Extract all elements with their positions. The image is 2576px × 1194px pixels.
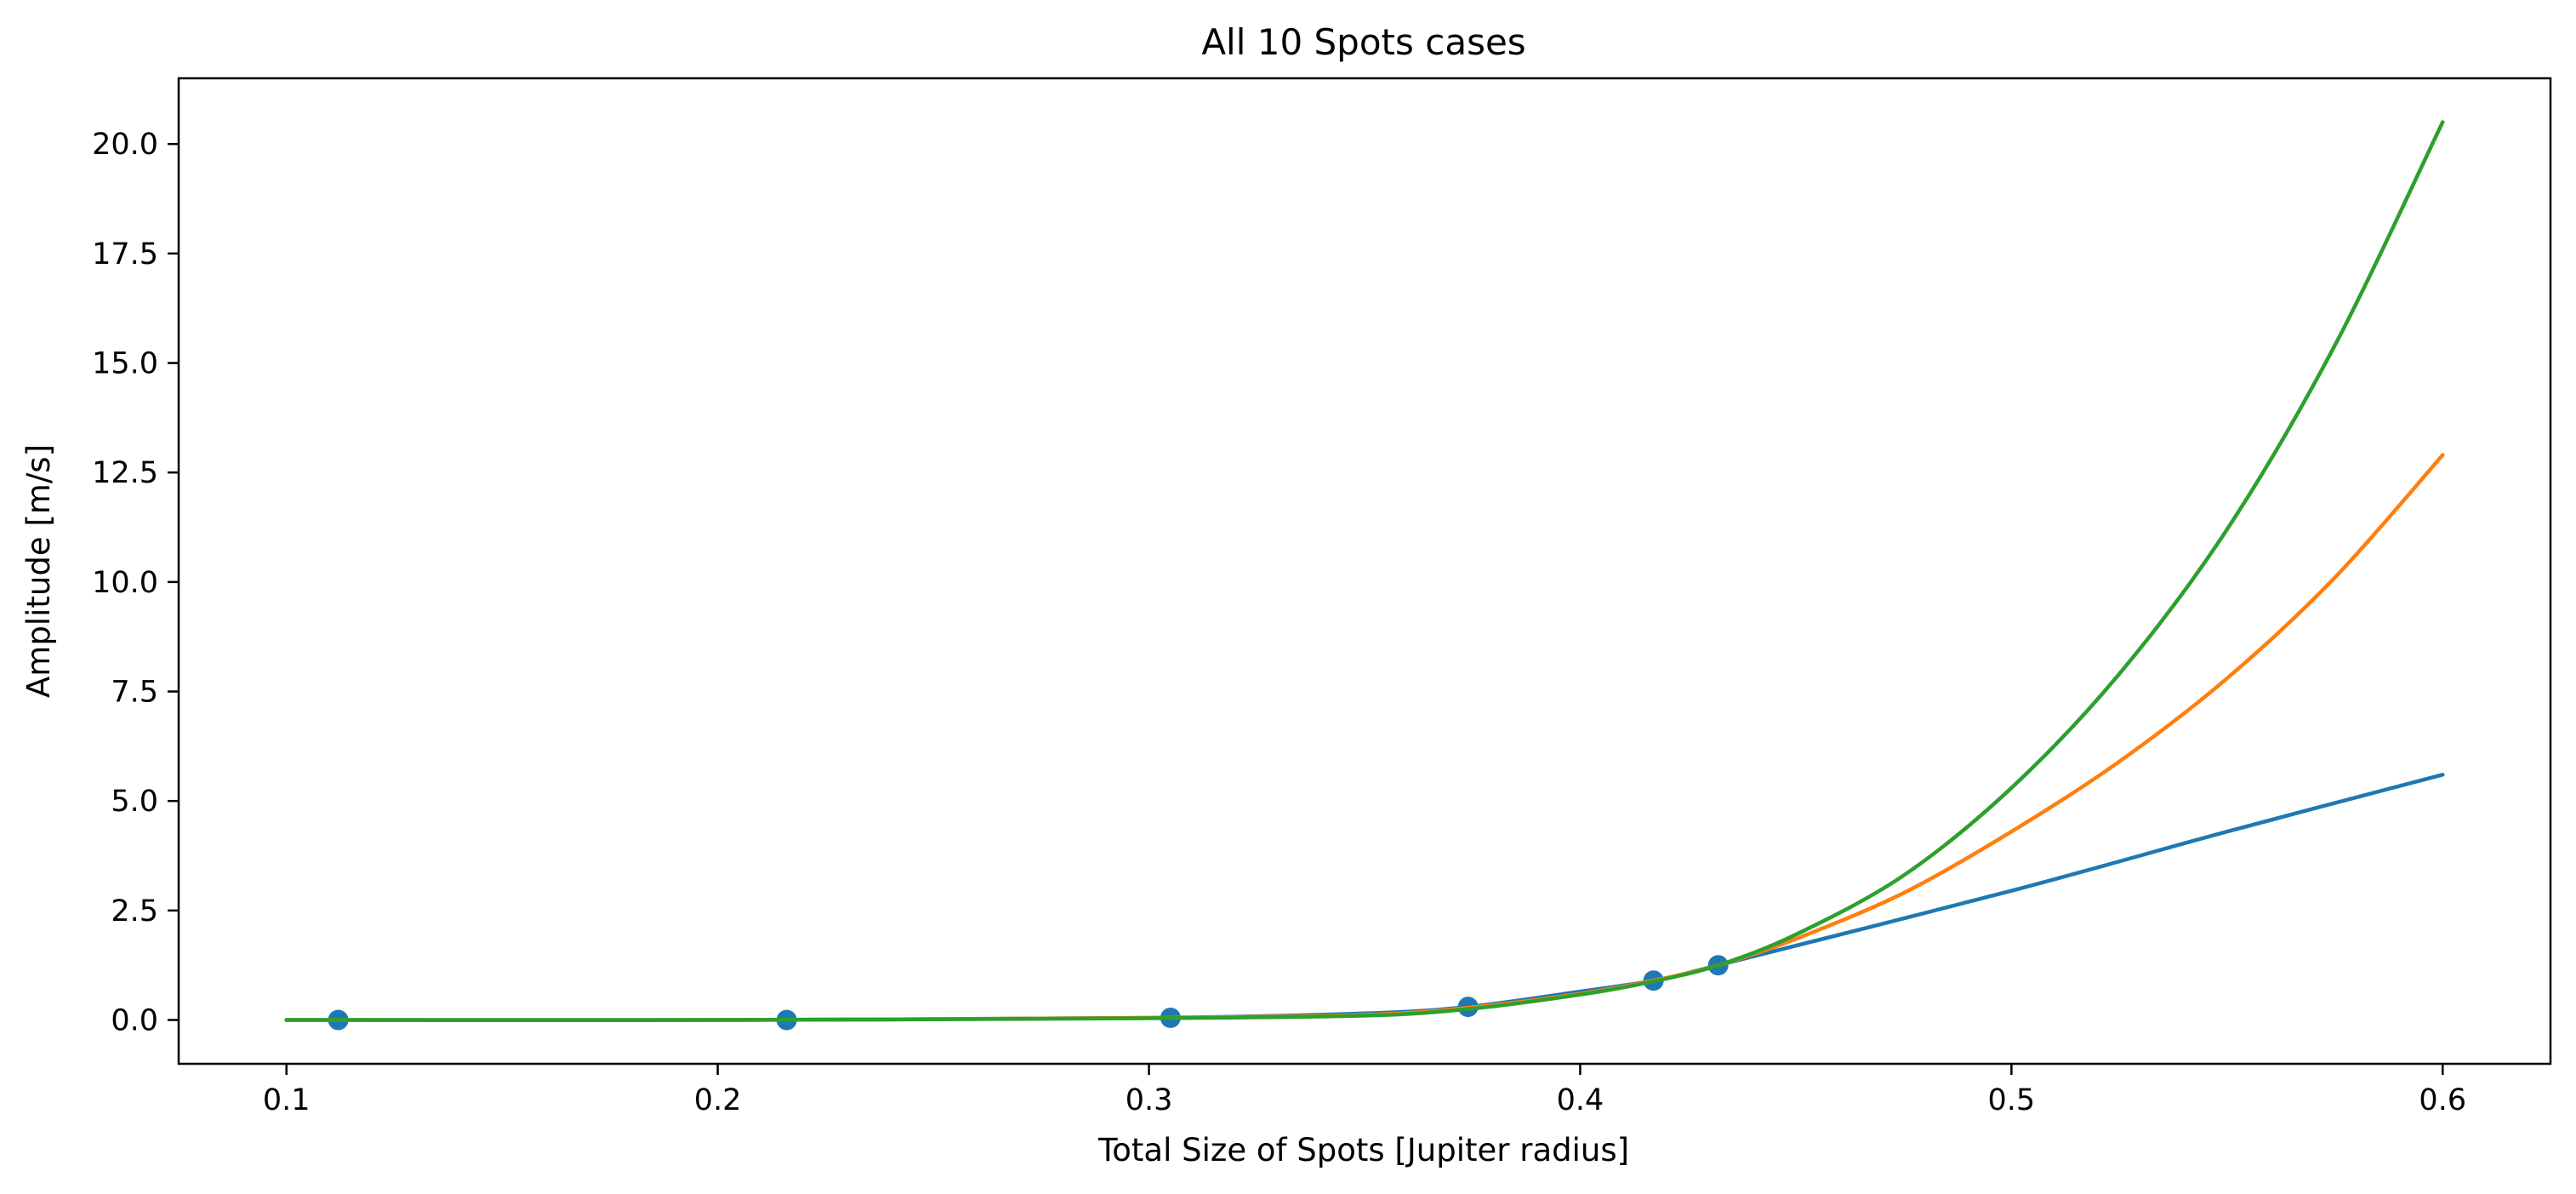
series-layer bbox=[284, 120, 2445, 1022]
y-tick-label: 2.5 bbox=[111, 894, 158, 928]
y-tick-label: 15.0 bbox=[92, 347, 158, 381]
y-tick-label: 5.0 bbox=[111, 785, 158, 819]
y-tick-label: 7.5 bbox=[111, 676, 158, 710]
y-tick-label: 10.0 bbox=[92, 566, 158, 600]
y-axis-ticks: 0.0 2.5 5.0 7.5 10.0 12.5 15.0 17.5 20.0 bbox=[92, 128, 179, 1038]
x-tick-label: 0.5 bbox=[1988, 1083, 2036, 1117]
y-tick-label: 12.5 bbox=[92, 456, 158, 490]
x-tick-label: 0.1 bbox=[263, 1083, 311, 1117]
plot-frame bbox=[177, 77, 2552, 1065]
x-tick-label: 0.3 bbox=[1126, 1083, 1173, 1117]
series-line-3 bbox=[284, 120, 2445, 1022]
y-axis-label: Amplitude [m/s] bbox=[20, 444, 57, 698]
x-tick-label: 0.2 bbox=[694, 1083, 742, 1117]
y-tick-label: 20.0 bbox=[92, 128, 158, 162]
x-tick-label: 0.6 bbox=[2419, 1083, 2466, 1117]
x-tick-label: 0.4 bbox=[1557, 1083, 1604, 1117]
x-axis-ticks: 0.1 0.2 0.3 0.4 0.5 0.6 bbox=[263, 1064, 2466, 1117]
y-tick-label: 0.0 bbox=[111, 1004, 158, 1038]
x-axis-label: Total Size of Spots [Jupiter radius] bbox=[1097, 1132, 1629, 1168]
y-tick-label: 17.5 bbox=[92, 237, 158, 271]
chart-title: All 10 Spots cases bbox=[1201, 21, 1525, 63]
